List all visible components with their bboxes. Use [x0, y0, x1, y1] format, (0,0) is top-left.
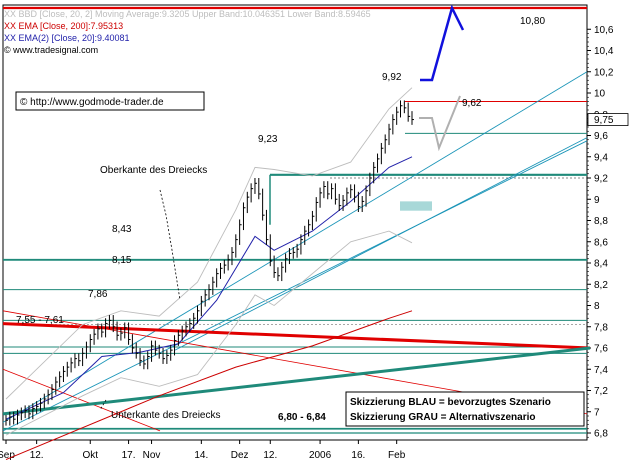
legend-entry: XX BBD [Close, 20, 2] Moving Average:9.3… [4, 9, 371, 19]
trend-line-short [174, 137, 588, 351]
scenario-grey-text: Skizzierung GRAU = Alternativszenario [350, 412, 536, 423]
lower-triangle-pointer [99, 399, 107, 411]
level-label: 9,62 [462, 98, 482, 109]
x-tick-label: 14. [194, 450, 208, 461]
y-tick-label: 7 [594, 407, 600, 418]
x-tick-label: Sep [0, 450, 15, 461]
y-tick-label: 8,2 [594, 280, 608, 291]
y-tick-label: 10,2 [594, 67, 614, 78]
current-price-box [587, 113, 629, 126]
y-tick-label: 7,4 [594, 365, 608, 376]
x-tick-label: 16. [351, 450, 365, 461]
level-label: 7,55 - 7,61 [16, 315, 64, 326]
level-label: 7,86 [88, 289, 108, 300]
scenario-legend-box [345, 391, 585, 427]
y-tick-label: 8,8 [594, 216, 608, 227]
bollinger-upper-line [5, 87, 413, 400]
x-tick-label: 12. [263, 450, 277, 461]
y-tick-label: 8 [594, 301, 600, 312]
level-label: 6,80 - 6,84 [278, 412, 326, 423]
x-tick-label: Okt [82, 450, 98, 461]
level-label: 9,23 [258, 134, 278, 145]
level-label: 9,92 [382, 72, 402, 83]
blue-scenario-path [420, 4, 465, 82]
x-tick-label: 12. [30, 450, 44, 461]
plot-frame [2, 4, 588, 441]
legend-entry: XX EMA [Close, 200]:7.95313 [4, 21, 123, 31]
level-label: 10,80 [520, 16, 545, 27]
upper-triangle-annotation: Oberkante des Dreiecks [100, 165, 207, 176]
y-tick-label: 9,2 [594, 174, 608, 185]
triangle-upper-boundary [2, 322, 591, 350]
x-tick-label: Nov [143, 450, 161, 461]
x-tick-label: Feb [388, 450, 406, 461]
y-tick-label: 7,6 [594, 344, 608, 355]
source-box-text: © http://www.godmode-trader.de [20, 97, 164, 108]
level-label: 8,15 [112, 255, 132, 266]
target-zone [400, 201, 432, 211]
lower-triangle-annotation: Unterkante des Dreiecks [111, 410, 221, 421]
source-box [15, 91, 205, 111]
x-tick-label: 2006 [309, 450, 332, 461]
y-tick-label: 7,8 [594, 322, 608, 333]
ema200-line [5, 310, 413, 461]
legend-entry: © www.tradesignal.com [4, 45, 98, 55]
y-tick-label: 10,4 [594, 46, 614, 57]
y-tick-label: 9 [594, 195, 600, 206]
ema20-line [5, 156, 413, 420]
legend-entry: XX EMA(2) [Close, 20]:9.40081 [4, 33, 130, 43]
y-tick-label: 10 [594, 89, 606, 100]
y-tick-label: 9,4 [594, 152, 608, 163]
triangle-lower-boundary [2, 346, 591, 416]
current-price-label: 9,75 [594, 115, 614, 126]
bollinger-lower-line [5, 230, 413, 436]
level-label: 8,43 [112, 224, 132, 235]
x-tick-label: 17. [122, 450, 136, 461]
trend-line-upper [2, 71, 588, 423]
y-tick-label: 7,2 [594, 386, 608, 397]
y-tick-label: 8,4 [594, 259, 608, 270]
scenario-blue-text: Skizzierung BLAU = bevorzugtes Szenario [350, 397, 551, 408]
y-tick-label: 6,8 [594, 429, 608, 440]
y-tick-label: 8,6 [594, 237, 608, 248]
trend-line-middle [2, 140, 588, 432]
x-tick-label: Dez [231, 450, 249, 461]
trend-line-descending-lower [2, 368, 161, 432]
y-tick-label: 10,6 [594, 25, 614, 36]
y-tick-label: 9,6 [594, 131, 608, 142]
upper-triangle-pointer [159, 189, 181, 301]
grey-scenario-path [419, 95, 461, 152]
